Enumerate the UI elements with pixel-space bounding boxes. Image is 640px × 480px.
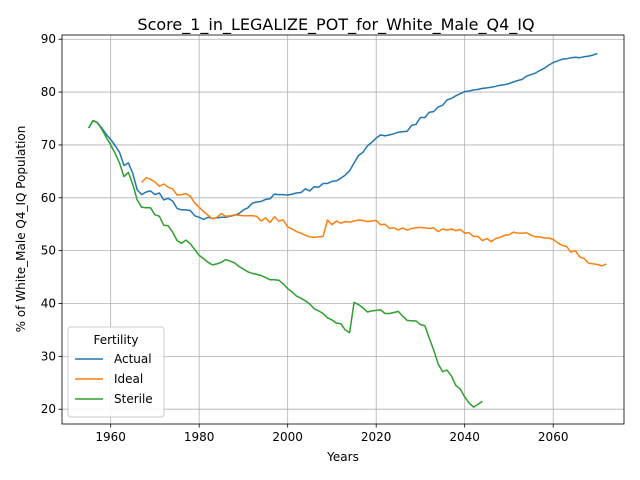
x-tick-label: 1980 bbox=[184, 430, 215, 444]
x-tick-label: 2020 bbox=[361, 430, 392, 444]
y-tick-label: 20 bbox=[41, 402, 56, 416]
legend-label-actual: Actual bbox=[114, 352, 152, 366]
legend-label-ideal: Ideal bbox=[114, 372, 143, 386]
grid bbox=[62, 35, 624, 424]
plot-frame bbox=[61, 34, 625, 425]
y-tick-label: 30 bbox=[41, 349, 56, 363]
y-ticks: 20 30 40 50 60 70 80 90 bbox=[41, 32, 62, 416]
legend-label-sterile: Sterile bbox=[114, 392, 153, 406]
chart-title: Score_1_in_LEGALIZE_POT_for_White_Male_Q… bbox=[137, 15, 534, 35]
series-line-ideal bbox=[141, 176, 607, 267]
y-axis-label: % of White_Male Q4_IQ Population bbox=[14, 126, 28, 333]
y-tick-label: 50 bbox=[41, 244, 56, 258]
legend-title: Fertility bbox=[93, 333, 138, 347]
y-tick-label: 70 bbox=[41, 138, 56, 152]
legend: Fertility Actual Ideal Sterile bbox=[67, 326, 165, 418]
series-line-sterile bbox=[87, 119, 483, 408]
x-ticks: 1960 1980 2000 2020 2040 2060 bbox=[95, 424, 568, 444]
y-tick-label: 60 bbox=[41, 191, 56, 205]
x-tick-label: 2000 bbox=[272, 430, 303, 444]
y-tick-label: 80 bbox=[41, 85, 56, 99]
x-axis-label: Years bbox=[326, 450, 359, 464]
y-tick-label: 90 bbox=[41, 32, 56, 46]
legend-box bbox=[67, 326, 165, 418]
x-tick-label: 2060 bbox=[538, 430, 569, 444]
y-tick-label: 40 bbox=[41, 296, 56, 310]
series-lines bbox=[87, 52, 607, 408]
series-line-actual bbox=[87, 52, 598, 221]
x-tick-label: 1960 bbox=[95, 430, 126, 444]
x-tick-label: 2040 bbox=[449, 430, 480, 444]
